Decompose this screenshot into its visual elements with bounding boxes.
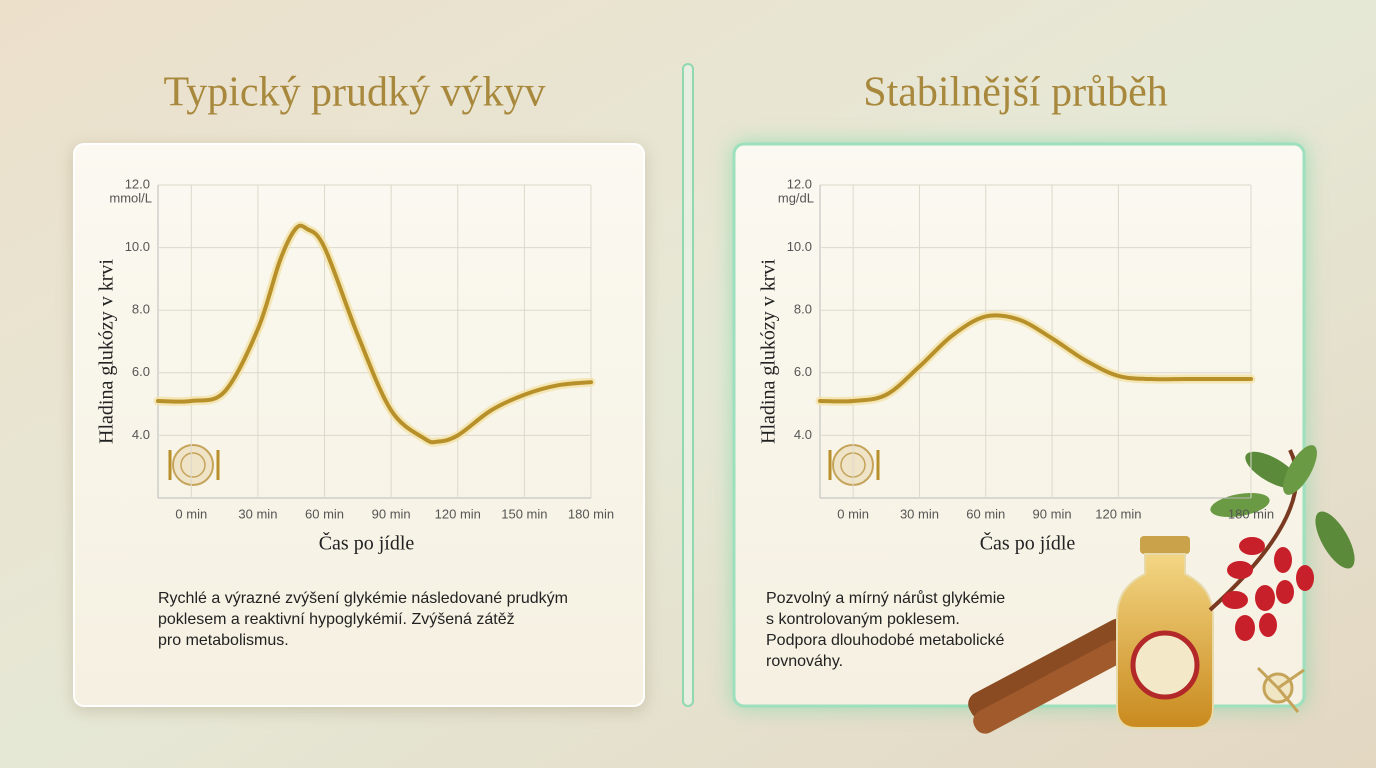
divider <box>682 63 694 707</box>
y-tick-label: 4.0 <box>132 427 150 442</box>
x-tick-label: 90 min <box>372 506 411 521</box>
y-tick-label: 12.0 <box>125 176 150 191</box>
y-tick-label: 10.0 <box>125 239 150 254</box>
y-axis-label: Hladina glukózy v krvi <box>96 259 118 444</box>
description: poklesem a reaktivní hypoglykémií. Zvýše… <box>158 611 515 628</box>
line <box>156 223 593 445</box>
x-tick-label: 0 min <box>837 506 869 521</box>
x-tick-label: 180 min <box>1228 506 1274 521</box>
chart-title: Typický prudký výkyv <box>163 70 545 116</box>
y-tick-label: 12.0 <box>787 176 812 191</box>
description: s kontrolovaným poklesem. <box>766 611 960 628</box>
decoration <box>968 445 1355 734</box>
description: Pozvolný a mírný nárůst glykémie <box>766 589 1005 607</box>
chart: Stabilnější průběh 4.0 6.0 8.0 10.0 12.0mg/dL… <box>758 70 1275 670</box>
x-tick-label: 150 min <box>501 506 547 521</box>
x-tick-label: 90 min <box>1033 506 1072 521</box>
description: pro metabolismus. <box>158 632 289 649</box>
y-tick-label: 6.0 <box>132 364 150 379</box>
x-tick-label: 30 min <box>900 506 939 521</box>
y-tick-label: 10.0 <box>787 239 812 254</box>
unit-label: mg/dL <box>778 190 814 205</box>
x-tick-label: 0 min <box>175 506 207 521</box>
panel <box>73 143 645 707</box>
x-axis-label: Čas po jídle <box>980 531 1076 555</box>
y-tick-label: 8.0 <box>794 302 812 317</box>
x-tick-label: 120 min <box>1095 506 1141 521</box>
chart: Typický prudký výkyv 4.0 6.0 8.0 10.0 12.0mmo… <box>96 70 615 649</box>
unit-label: mmol/L <box>109 190 152 205</box>
x-tick-label: 180 min <box>568 506 614 521</box>
description: Podpora dlouhodobé metabolické <box>766 632 1005 649</box>
x-axis-label: Čas po jídle <box>319 531 415 555</box>
x-tick-label: 120 min <box>435 506 481 521</box>
description: rovnováhy. <box>766 653 843 670</box>
chart-title: Stabilnější průběh <box>863 70 1167 116</box>
y-tick-label: 4.0 <box>794 427 812 442</box>
y-tick-label: 8.0 <box>132 302 150 317</box>
plate-icon <box>168 444 880 486</box>
x-tick-label: 60 min <box>305 506 344 521</box>
description: Rychlé a výrazné zvýšení glykémie násled… <box>158 590 568 607</box>
line <box>818 313 1253 404</box>
y-tick-label: 6.0 <box>794 364 812 379</box>
y-axis-label: Hladina glukózy v krvi <box>758 259 780 444</box>
x-tick-label: 30 min <box>238 506 277 521</box>
x-tick-label: 60 min <box>966 506 1005 521</box>
